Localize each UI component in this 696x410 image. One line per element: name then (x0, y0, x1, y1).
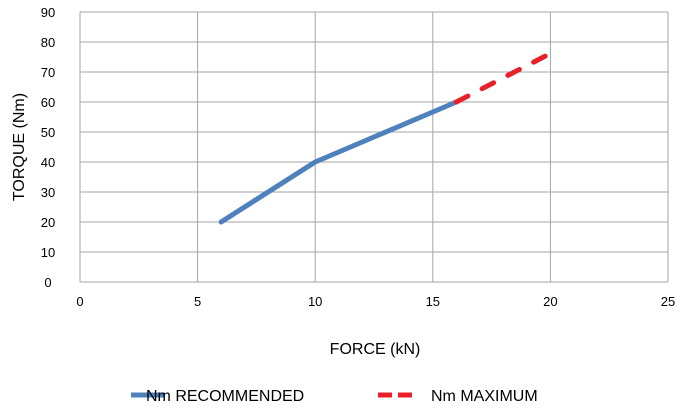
x-tick-label: 5 (194, 294, 201, 309)
series-layer (218, 48, 558, 225)
legend-label-recommended: Nm RECOMMENDED (146, 388, 304, 405)
series-line-0 (218, 99, 459, 225)
y-axis-title: TORQUE (Nm) (11, 93, 28, 201)
y-tick-label: 70 (41, 65, 55, 80)
y-tick-label: 80 (41, 35, 55, 50)
x-tick-label: 25 (661, 294, 675, 309)
y-tick-label: 30 (41, 185, 55, 200)
legend: Nm RECOMMENDED Nm MAXIMUM (131, 388, 538, 405)
x-tick-label: 15 (426, 294, 440, 309)
y-tick-label: 20 (41, 215, 55, 230)
x-tick-label: 0 (76, 294, 83, 309)
series-line-1 (453, 48, 558, 105)
y-tick-label: 40 (41, 155, 55, 170)
y-tick-label: 0 (44, 275, 51, 290)
y-tick-label: 60 (41, 95, 55, 110)
y-axis-ticks: 0 10 20 30 40 50 60 70 80 90 (41, 5, 55, 290)
y-tick-label: 10 (41, 245, 55, 260)
x-axis-ticks: 0 5 10 15 20 25 (76, 294, 675, 309)
grid (79, 11, 669, 283)
x-tick-label: 10 (308, 294, 322, 309)
x-tick-label: 20 (543, 294, 557, 309)
legend-label-maximum: Nm MAXIMUM (431, 388, 538, 405)
x-axis-title: FORCE (kN) (330, 341, 421, 358)
y-tick-label: 50 (41, 125, 55, 140)
y-tick-label: 90 (41, 5, 55, 20)
